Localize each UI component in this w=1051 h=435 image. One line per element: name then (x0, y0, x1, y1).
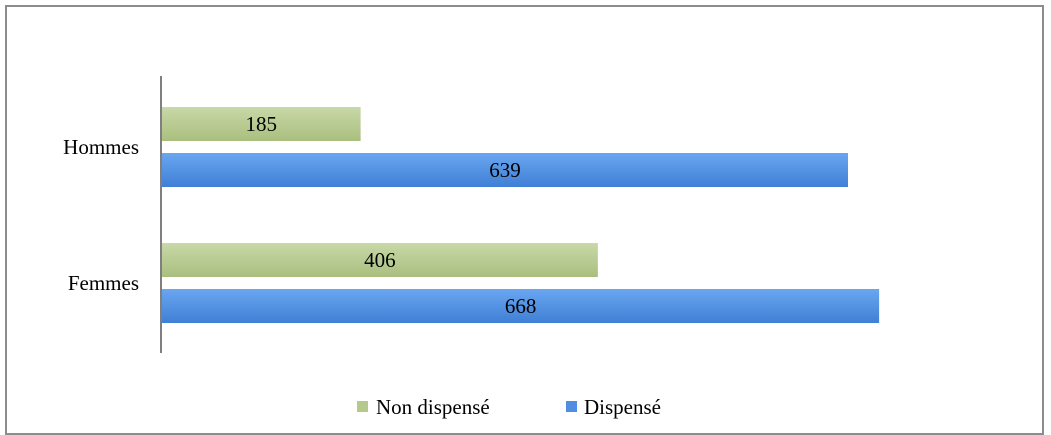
category-label-hommes: Hommes (63, 135, 139, 159)
legend-label-dispense: Dispensé (584, 395, 661, 419)
bar-non-dispense-hommes (162, 107, 361, 141)
data-label-non-dispense-hommes: 185 (246, 112, 278, 136)
bar-dispense-femmes (162, 289, 880, 323)
bar-chart: 185 639 Hommes 406 668 Femmes Non dispensé Dis… (63, 76, 880, 419)
data-label-non-dispense-femmes: 406 (364, 248, 396, 272)
bar-non-dispense-femmes (162, 243, 598, 277)
bar-dispense-hommes (162, 153, 848, 187)
legend-swatch-non-dispense (357, 401, 368, 412)
data-label-dispense-hommes: 639 (489, 158, 521, 182)
chart-frame (5, 5, 1044, 435)
data-label-dispense-femmes: 668 (505, 294, 537, 318)
category-label-femmes: Femmes (68, 271, 139, 295)
legend-swatch-dispense (566, 401, 577, 412)
legend-label-non-dispense: Non dispensé (376, 395, 490, 419)
